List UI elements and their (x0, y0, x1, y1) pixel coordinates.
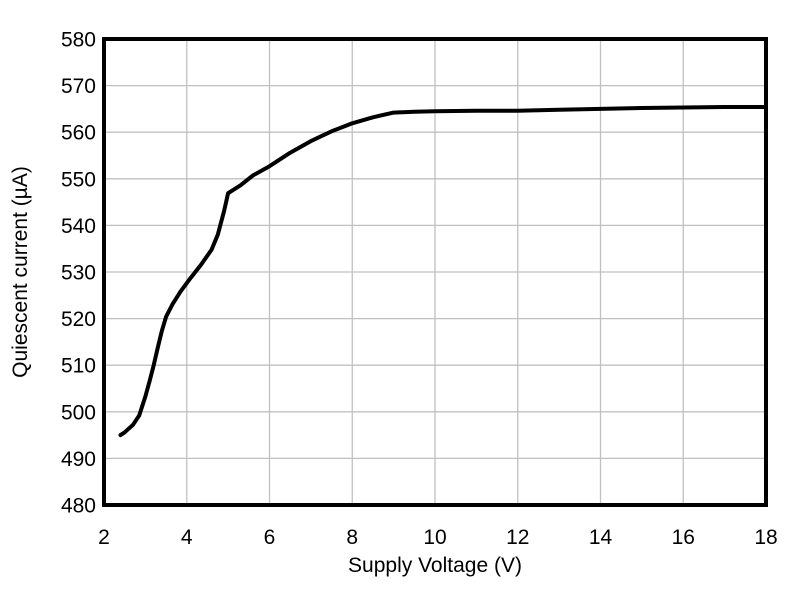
x-tick-label-6: 6 (264, 526, 276, 549)
x-tick-label-4: 4 (181, 526, 193, 549)
x-tick-label-10: 10 (423, 526, 446, 549)
y-tick-label-530: 530 (61, 262, 96, 285)
x-axis-tick-labels: 2 4 6 8 10 12 14 16 18 (98, 526, 778, 549)
series-layer (118, 105, 768, 438)
y-tick-label-560: 560 (61, 122, 96, 145)
x-tick-label-18: 18 (754, 526, 777, 549)
y-tick-label-500: 500 (61, 401, 96, 424)
x-tick-label-16: 16 (672, 526, 695, 549)
y-tick-label-540: 540 (61, 215, 96, 238)
x-tick-label-14: 14 (589, 526, 613, 549)
y-axis-title: Quiescent current (µA) (9, 166, 32, 378)
x-tick-label-2: 2 (98, 526, 110, 549)
x-axis-title: Supply Voltage (V) (348, 554, 522, 577)
y-tick-label-580: 580 (61, 29, 96, 52)
y-tick-label-480: 480 (61, 495, 96, 518)
x-tick-label-8: 8 (346, 526, 358, 549)
y-tick-label-570: 570 (61, 75, 96, 98)
y-tick-label-510: 510 (61, 355, 96, 378)
y-tick-label-490: 490 (61, 448, 96, 471)
gridlines (104, 39, 766, 505)
y-axis-tick-labels: 480 490 500 510 520 530 540 550 560 570 580 (61, 29, 96, 518)
y-tick-label-550: 550 (61, 168, 96, 191)
series-line-quiescent-current (118, 105, 768, 438)
y-tick-label-520: 520 (61, 308, 96, 331)
plot-frame (102, 37, 768, 507)
x-tick-label-12: 12 (506, 526, 529, 549)
